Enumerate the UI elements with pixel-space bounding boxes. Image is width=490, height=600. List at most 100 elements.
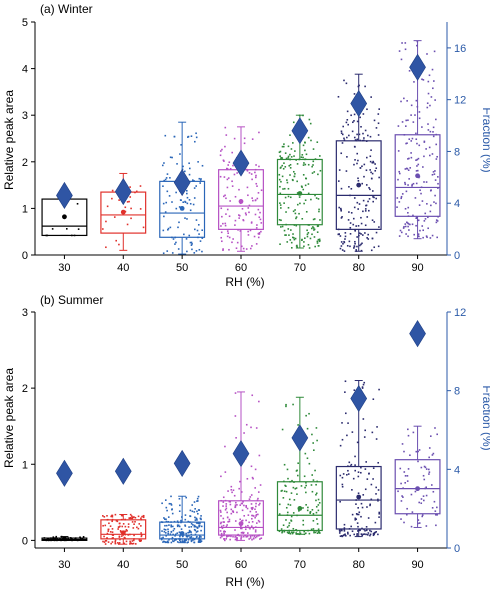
data-point [411,183,414,186]
data-point [410,525,413,528]
data-point [436,433,438,436]
data-point [353,93,356,95]
data-point [317,225,320,227]
data-point [201,164,204,167]
data-point [253,535,256,538]
data-point [162,202,165,205]
data-point [282,145,285,148]
winter-panel: (a) Winter Relative peak area Fraction (… [2,2,490,289]
data-point [354,469,357,472]
data-point [131,542,133,545]
data-point [302,156,304,159]
data-point [258,454,261,457]
data-point [353,197,356,199]
data-point [111,520,113,523]
data-point [167,532,169,535]
x-tick-label: 80 [353,559,365,571]
y2-tick-label: 12 [454,95,466,107]
data-point [226,516,229,519]
data-point [224,471,227,473]
data-point [301,154,304,156]
data-point [196,229,199,232]
data-point [254,508,256,511]
data-point [414,197,417,199]
data-point [420,498,423,500]
data-point [423,478,426,481]
data-point [137,515,140,518]
data-point [417,157,420,160]
data-point [198,233,200,235]
data-point [293,237,295,239]
data-point [185,539,187,541]
data-point [186,541,189,544]
data-point [190,533,193,536]
data-point [252,527,255,530]
data-point [281,530,284,533]
data-point [305,491,307,494]
data-point [194,519,197,521]
data-point [423,141,426,143]
data-point [365,526,368,528]
data-point [365,461,367,463]
data-point [415,138,418,141]
data-point [225,503,228,505]
data-point [346,531,349,534]
data-point [298,510,300,512]
data-point [193,197,196,199]
fraction-diamond [173,168,191,197]
data-point [228,500,231,503]
data-point [437,187,439,189]
data-point [356,201,359,204]
data-point [251,197,253,199]
data-point [425,181,428,183]
data-point [354,518,357,521]
data-point [428,146,431,149]
data-point [169,156,172,159]
data-point [235,537,238,539]
data-point [178,221,180,224]
data-point [290,519,292,522]
data-point [104,524,107,527]
data-point [114,542,117,545]
data-point [435,524,437,527]
data-point [201,250,203,253]
data-point [344,380,347,383]
data-point [313,449,315,452]
data-point [424,218,427,220]
data-point [304,199,307,202]
data-point [367,134,369,137]
data-point [357,180,360,182]
data-point [139,185,142,187]
data-point [356,152,359,155]
data-point [259,211,261,214]
data-point [126,201,129,203]
data-point [260,222,263,224]
data-point [219,509,222,512]
data-point [219,175,222,178]
data-point [193,252,196,254]
data-point [304,486,306,489]
data-point [279,202,281,204]
data-point [357,177,359,180]
data-point [166,173,169,175]
data-point [195,531,198,533]
data-point [372,478,374,480]
data-point [166,541,169,543]
data-point [365,529,368,532]
mean-marker [356,182,362,188]
data-point [286,526,289,528]
data-point [285,405,287,408]
data-point [232,535,234,538]
data-point [111,514,113,517]
data-point [240,525,242,527]
data-point [400,195,403,198]
data-point [236,241,239,244]
data-point [397,150,400,152]
data-point [190,531,192,533]
data-point [364,224,367,227]
data-point [227,520,229,523]
data-point [319,239,321,242]
data-point [240,491,243,493]
data-point [402,496,404,498]
